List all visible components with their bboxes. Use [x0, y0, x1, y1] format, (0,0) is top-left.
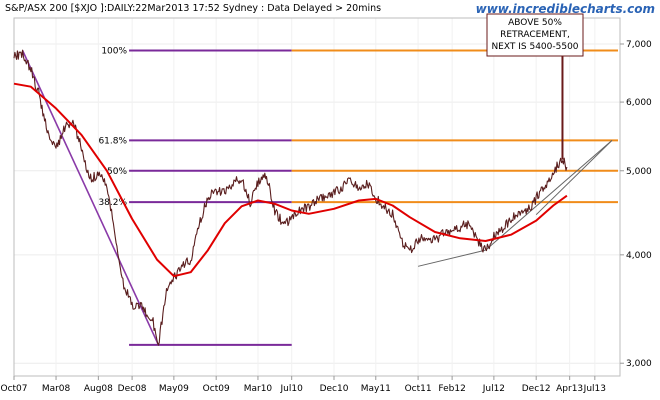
- series-lines: [13, 49, 568, 346]
- y-tick-label-0: 3,000: [626, 359, 652, 369]
- x-tick-label-2: Aug08: [84, 384, 113, 394]
- x-tick-label-1: Mar08: [42, 384, 71, 394]
- fib-label-3: 38.2%: [98, 198, 127, 208]
- brand-watermark: www.incrediblecharts.com: [476, 2, 655, 16]
- x-tick-label-8: Dec10: [320, 384, 349, 394]
- x-axis: Oct07 Mar08 Aug08 Dec08 May09 Oct09 Mar10 Jul10…: [0, 376, 606, 394]
- x-tick-label-15: Jul13: [583, 384, 606, 394]
- annotation-line-1: ABOVE 50%: [508, 18, 562, 28]
- x-tick-label-5: Oct09: [203, 384, 230, 394]
- plot-frame: [13, 17, 621, 377]
- x-tick-label-6: Mar10: [244, 384, 273, 394]
- x-tick-label-9: May11: [361, 384, 391, 394]
- chart-title: S&P/ASX 200 [$XJO ]:DAILY:22Mar2013 17:5…: [5, 3, 381, 14]
- trend-line-1: [417, 249, 486, 267]
- x-tick-label-7: Jul10: [280, 384, 304, 394]
- x-tick-label-13: Dec12: [522, 384, 551, 394]
- x-tick-label-3: Dec08: [118, 384, 147, 394]
- annotation-line-3: NEXT IS 5400-5500: [491, 42, 578, 52]
- trend-line-2: [485, 139, 613, 251]
- annotation: ABOVE 50% RETRACEMENT, NEXT IS 5400-5500: [486, 13, 584, 160]
- x-tick-label-10: Oct11: [405, 384, 432, 394]
- series-moving-average-line: [13, 82, 568, 278]
- x-tick-label-4: May09: [159, 384, 189, 394]
- y-tick-label-4: 7,000: [626, 40, 652, 50]
- x-tick-label-11: Feb12: [438, 384, 465, 394]
- y-tick-label-3: 6,000: [626, 98, 652, 108]
- x-tick-label-12: Jul12: [482, 384, 505, 394]
- trend-line-3: [535, 140, 613, 216]
- fib-label-1: 61.8%: [98, 136, 127, 146]
- fib-label-2: 50%: [107, 167, 127, 177]
- x-tick-label-14: Apr13: [556, 384, 583, 394]
- y-axis: 3,000 4,000 5,000 6,000 7,000: [620, 40, 652, 369]
- annotation-box: [486, 13, 584, 57]
- series-price-line: [13, 49, 568, 346]
- y-tick-label-2: 5,000: [626, 167, 652, 177]
- x-tick-label-0: Oct07: [0, 384, 27, 394]
- grid: [13, 18, 620, 376]
- y-tick-label-1: 4,000: [626, 251, 652, 261]
- annotation-line-2: RETRACEMENT,: [500, 30, 570, 40]
- fib-label-0: 100%: [101, 47, 127, 57]
